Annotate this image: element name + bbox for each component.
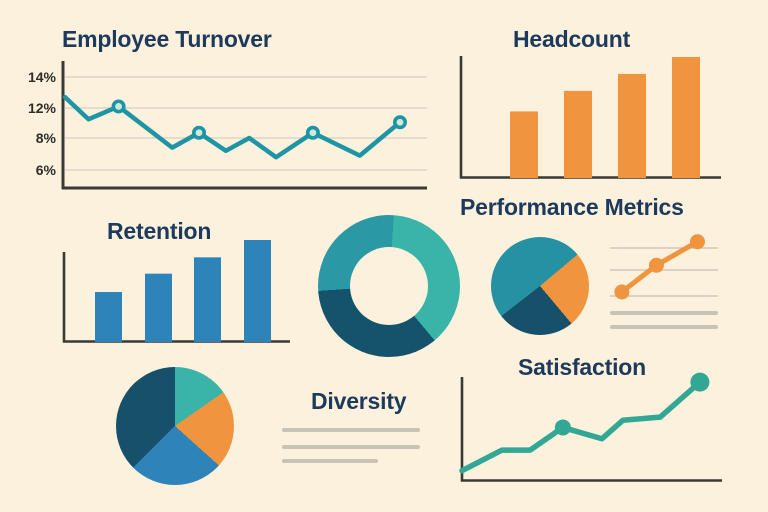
retention-title: Retention [107, 218, 212, 244]
diversity-text-placeholder-line [282, 459, 378, 463]
satisfaction-line-chart [459, 372, 722, 482]
diversity-pie-chart [116, 367, 234, 485]
retention-bar-chart [62, 240, 290, 343]
diversity-text-placeholder-line [282, 445, 420, 449]
performance-text-placeholder-line [610, 311, 718, 315]
diversity-text-placeholder-line [282, 428, 420, 432]
svg-text:12%: 12% [28, 100, 57, 116]
performance-trend-line-chart [610, 234, 718, 300]
employee-turnover-title: Employee Turnover [62, 26, 272, 52]
svg-text:14%: 14% [28, 69, 57, 85]
performance-pie-chart [491, 237, 589, 335]
employee-turnover-line-chart: 14% 12% 8% 6% [28, 61, 427, 190]
diversity-title: Diversity [311, 388, 407, 414]
performance-metrics-title: Performance Metrics [460, 194, 684, 220]
headcount-title: Headcount [513, 26, 631, 52]
headcount-bar-chart [459, 56, 721, 179]
svg-text:8%: 8% [36, 130, 57, 146]
performance-donut-chart [318, 215, 460, 357]
performance-text-placeholder-line [610, 325, 718, 329]
donut-hole [350, 247, 428, 325]
satisfaction-title: Satisfaction [518, 354, 646, 380]
svg-text:6%: 6% [36, 162, 57, 178]
